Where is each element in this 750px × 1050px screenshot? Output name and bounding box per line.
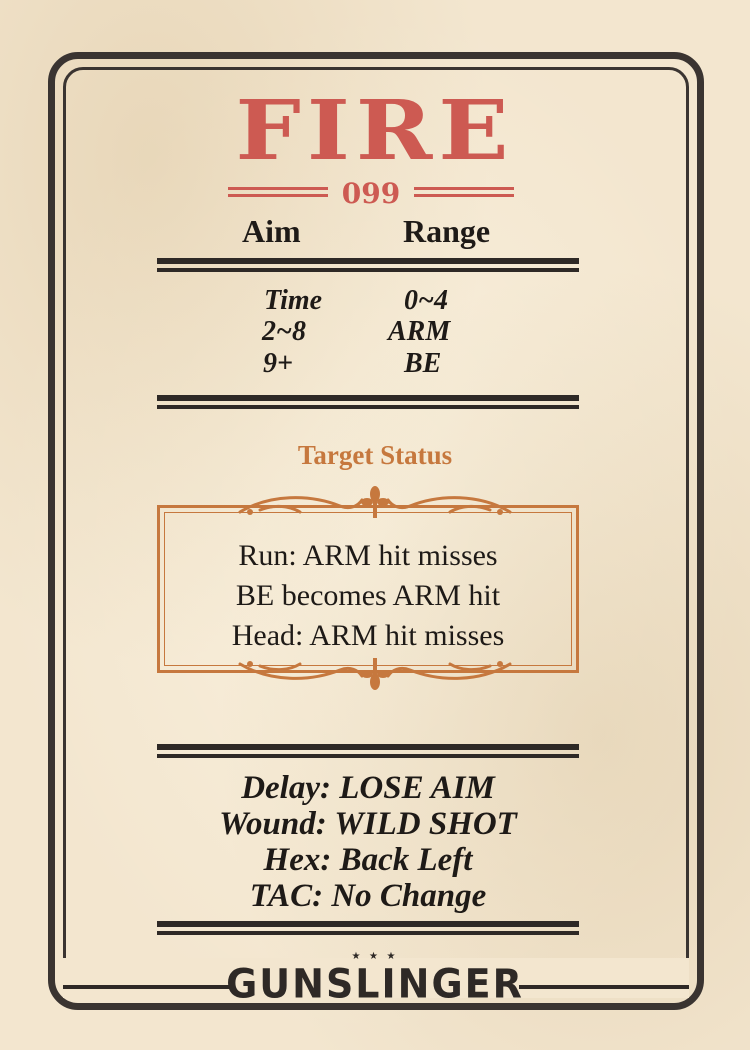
- effect-delay: Delay: LOSE AIM: [241, 770, 495, 806]
- range-value-cell: 0~4: [404, 285, 448, 316]
- number-line-right-bottom: [414, 194, 514, 197]
- aim-column-header: Aim: [242, 213, 301, 249]
- ornament-top-icon: [238, 486, 512, 518]
- divider-middle: [157, 395, 579, 411]
- card-outer-border: [48, 52, 704, 1010]
- effect-hex: Hex: Back Left: [263, 842, 473, 878]
- ornament-bottom-icon: [238, 658, 512, 690]
- brand-logo: GUNSLINGER: [226, 960, 524, 1008]
- divider-top: [157, 258, 579, 274]
- divider-bottom: [157, 921, 579, 937]
- effect-wound: Wound: WILD SHOT: [219, 806, 517, 842]
- range-aim-cell: 9+: [263, 348, 293, 379]
- brand-stars-icon: ★ ★ ★: [351, 951, 399, 962]
- target-status-label: Target Status: [297, 440, 453, 470]
- number-line-right-top: [414, 187, 514, 190]
- card-title: FIRE: [235, 81, 515, 179]
- range-aim-cell: 2~8: [262, 316, 306, 347]
- range-column-header: Range: [403, 213, 491, 249]
- number-line-left-bottom: [228, 194, 328, 197]
- number-line-left-top: [228, 187, 328, 190]
- effect-tac: TAC: No Change: [249, 878, 487, 914]
- card-number: 099: [341, 177, 401, 210]
- range-value-cell: ARM: [388, 316, 451, 347]
- divider-lower: [157, 744, 579, 760]
- range-aim-cell: Time: [264, 285, 323, 316]
- card-number-banner: 099: [228, 177, 514, 210]
- target-status-line: BE becomes ARM hit: [235, 579, 501, 612]
- range-value-cell: BE: [404, 348, 442, 379]
- brand-line-left: [63, 985, 233, 989]
- brand-footer: [63, 958, 689, 998]
- target-status-line: Run: ARM hit misses: [238, 539, 498, 572]
- brand-line-right: [519, 985, 689, 989]
- target-status-line: Head: ARM hit misses: [231, 619, 505, 652]
